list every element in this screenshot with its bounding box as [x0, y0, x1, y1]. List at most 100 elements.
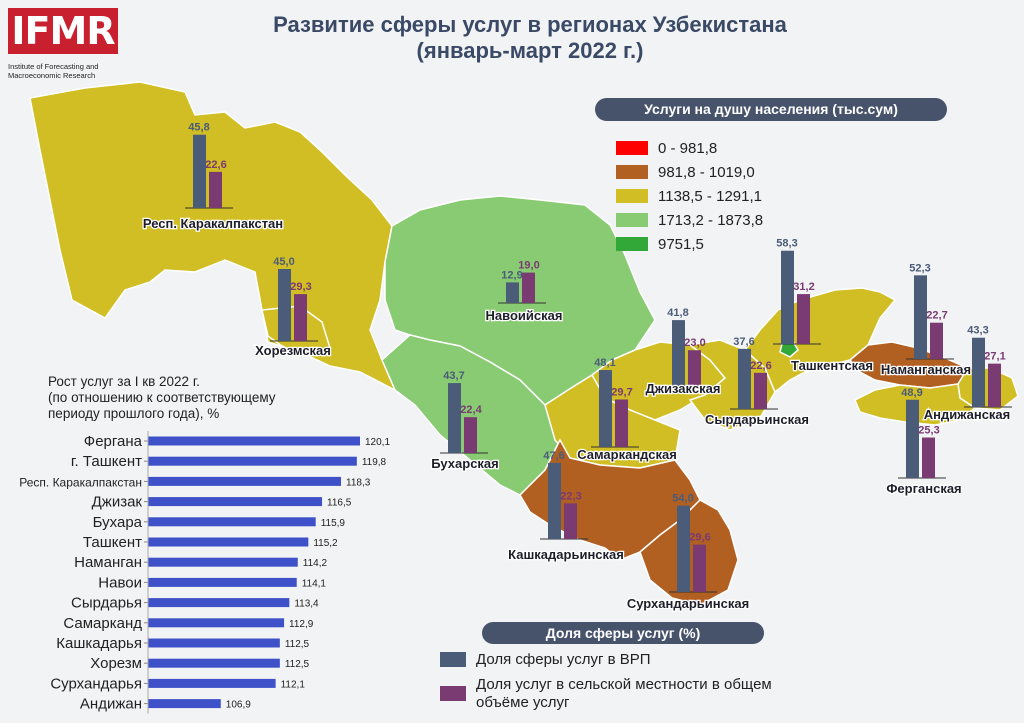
- growth-bar-5: [148, 537, 309, 547]
- map-bar-rural-label: 22,7: [926, 310, 947, 322]
- growth-category-label: Джизак: [92, 494, 143, 511]
- growth-value-label: 120,1: [365, 437, 390, 448]
- map-bar-vrp-label: 37,6: [733, 336, 754, 348]
- map-bar-vrp-1: [278, 269, 291, 341]
- logo-subtitle: Institute of Forecasting and Macroeconom…: [8, 62, 128, 80]
- map-bar-vrp-7: [781, 250, 794, 344]
- map-bar-vrp-3: [448, 383, 461, 453]
- legend-label-rural-line2: объёме услуг: [476, 694, 570, 711]
- map-bar-rural-7: [797, 294, 810, 344]
- growth-category-label: Наманган: [74, 554, 142, 571]
- map-bar-rural-3: [464, 417, 477, 453]
- map-bar-rural-label: 22,3: [560, 490, 581, 502]
- growth-category-label: Кашкадарья: [56, 635, 142, 652]
- map-bar-rural-9: [988, 363, 1001, 407]
- map-bar-rural-label: 27,1: [984, 351, 1005, 363]
- map-bar-vrp-label: 41,8: [667, 307, 688, 319]
- legend-swatch-rural: [440, 686, 466, 701]
- growth-value-label: 112,1: [281, 679, 306, 690]
- map-bar-rural-label: 22,4: [460, 404, 482, 416]
- region-karakalpakstan: [29, 81, 397, 392]
- map-region-label: Джизакская: [646, 381, 721, 396]
- growth-category-label: Респ. Каракалпакстан: [19, 475, 142, 489]
- map-region-label: Респ. Каракалпакстан: [143, 216, 283, 231]
- growth-bar-0: [148, 436, 360, 446]
- growth-bar-2: [148, 476, 342, 486]
- map-bar-vrp-label: 12,9: [501, 269, 522, 281]
- map-bar-rural-11: [564, 503, 577, 539]
- map-bar-vrp-label: 47,6: [543, 450, 564, 462]
- growth-category-label: Хорезм: [90, 655, 142, 672]
- map-bar-rural-label: 25,3: [918, 425, 939, 437]
- ifmr-logo: IFMR: [8, 8, 118, 54]
- map-region-label: Ферганская: [886, 481, 961, 496]
- map-bar-vrp-label: 43,3: [967, 325, 988, 337]
- growth-bar-4: [148, 517, 316, 527]
- map-bar-vrp-11: [548, 462, 561, 539]
- map-bar-rural-label: 22,6: [750, 360, 771, 372]
- growth-value-label: 113,4: [294, 599, 319, 610]
- legend-label-rural: Доля услуг в сельской местности в общем …: [476, 676, 836, 712]
- map-region-label: Сурхандарьинская: [627, 596, 749, 611]
- map-bar-vrp-label: 48,1: [594, 357, 615, 369]
- growth-chart: Фергана 120,1 г. Ташкент 119,8 Респ. Каракал…: [19, 431, 390, 714]
- growth-category-label: Самарканд: [63, 615, 142, 632]
- map-bar-vrp-label: 45,0: [273, 256, 294, 268]
- growth-category-label: Бухара: [93, 514, 143, 531]
- map-bar-vrp-5: [599, 370, 612, 447]
- map-bar-vrp-label: 52,3: [909, 262, 930, 274]
- map-region-label: Хорезмская: [255, 343, 331, 358]
- growth-category-label: Фергана: [84, 433, 143, 450]
- title-line1: Развитие сферы услуг в регионах Узбекист…: [273, 12, 787, 37]
- growth-bar-6: [148, 557, 298, 567]
- growth-category-label: Навои: [98, 574, 142, 591]
- map-bar-rural-label: 23,0: [684, 337, 705, 349]
- map-bar-vrp-9: [972, 337, 985, 407]
- legend-label-rural-line1: Доля услуг в сельской местности в общем: [476, 676, 772, 693]
- map-bar-vrp-10: [906, 399, 919, 478]
- legend-label: 1713,2 - 1873,8: [658, 212, 764, 229]
- map-bar-vrp-2: [506, 282, 519, 303]
- map-bar-rural-label: 19,0: [518, 260, 539, 272]
- growth-title-line3: периоду прошлого года), %: [48, 406, 220, 421]
- growth-category-label: г. Ташкент: [71, 453, 142, 470]
- growth-value-label: 114,2: [303, 558, 328, 569]
- growth-value-label: 112,9: [289, 619, 314, 630]
- map-bar-rural-label: 22,6: [205, 159, 226, 171]
- map-bar-vrp-12: [677, 505, 690, 592]
- growth-bar-13: [148, 699, 221, 709]
- map-region-label: Самаркандская: [577, 447, 677, 462]
- map-bar-rural-2: [522, 272, 535, 303]
- map-bar-rural-label: 29,7: [611, 386, 632, 398]
- growth-chart-title: Рост услуг за I кв 2022 г. (по отношению…: [48, 374, 348, 422]
- legend-swatch: [616, 141, 648, 155]
- share-legend-item-1: Доля сферы услуг в ВРП: [440, 651, 840, 671]
- growth-category-label: Ташкент: [83, 534, 142, 551]
- legend-label: 981,8 - 1019,0: [658, 164, 755, 181]
- legend-label: 1138,5 - 1291,1: [658, 188, 762, 205]
- growth-value-label: 116,5: [327, 498, 352, 509]
- growth-bar-11: [148, 658, 280, 668]
- map-bar-rural-10: [922, 437, 935, 478]
- share-legend-item-2: Доля услуг в сельской местности в общем …: [440, 676, 840, 716]
- growth-category-label: Сурхандарья: [50, 675, 142, 692]
- map-region-label: Наманганская: [881, 362, 971, 377]
- map-bar-vrp-label: 48,9: [901, 387, 922, 399]
- legend-swatch: [616, 165, 648, 179]
- growth-value-label: 106,9: [226, 700, 251, 711]
- legend-swatch: [616, 237, 648, 251]
- map-bar-rural-6: [754, 372, 767, 409]
- growth-value-label: 112,5: [285, 639, 310, 650]
- legend-label: 9751,5: [658, 236, 704, 253]
- legend-label: 0 - 981,8: [658, 140, 718, 157]
- growth-title-line2: (по отношению к соответствующему: [48, 390, 276, 405]
- map-region-label: Кашкадарьинская: [508, 547, 624, 562]
- growth-bar-7: [148, 577, 297, 587]
- map-region-label: Сырдарьинская: [705, 412, 809, 427]
- map-bar-rural-8: [930, 322, 943, 359]
- legend-swatch: [616, 213, 648, 227]
- share-legend-title: Доля сферы услуг (%): [482, 622, 764, 644]
- map-legend-title: Услуги на душу населения (тыс.сум): [595, 98, 947, 121]
- map-region-label: Бухарская: [431, 456, 499, 471]
- growth-category-label: Андижан: [80, 696, 142, 713]
